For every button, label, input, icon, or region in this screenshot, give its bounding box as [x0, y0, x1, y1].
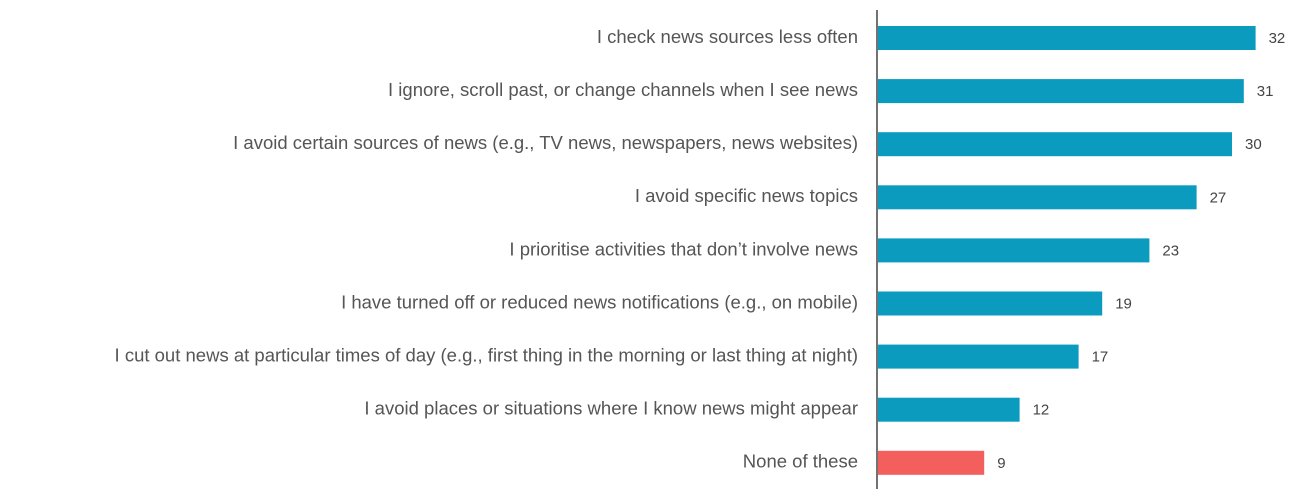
category-label: I ignore, scroll past, or change channel…	[388, 79, 858, 100]
category-label: I avoid specific news topics	[635, 185, 858, 206]
value-label: 23	[1162, 242, 1179, 259]
category-label: I avoid certain sources of news (e.g., T…	[233, 132, 858, 153]
bar	[878, 26, 1256, 50]
value-label: 17	[1092, 349, 1109, 366]
category-label: I prioritise activities that don’t invol…	[509, 238, 858, 259]
bar	[878, 79, 1244, 104]
value-label: 19	[1115, 295, 1132, 312]
category-label: I avoid places or situations where I kno…	[364, 398, 858, 419]
bar	[878, 238, 1150, 263]
value-label: 30	[1245, 136, 1262, 153]
value-label: 27	[1210, 189, 1227, 206]
bar	[878, 291, 1103, 316]
bar	[878, 450, 985, 475]
bar	[878, 132, 1232, 157]
category-label: None of these	[743, 451, 858, 472]
value-label: 12	[1033, 402, 1050, 419]
value-label: 31	[1257, 83, 1274, 100]
category-label: I have turned off or reduced news notifi…	[341, 291, 858, 312]
category-label: I cut out news at particular times of da…	[115, 344, 858, 365]
bar	[878, 344, 1079, 369]
value-label: 9	[997, 455, 1005, 472]
bar	[878, 185, 1197, 210]
category-label: I check news sources less often	[597, 26, 858, 47]
value-label: 32	[1269, 30, 1286, 47]
bar	[878, 397, 1020, 422]
